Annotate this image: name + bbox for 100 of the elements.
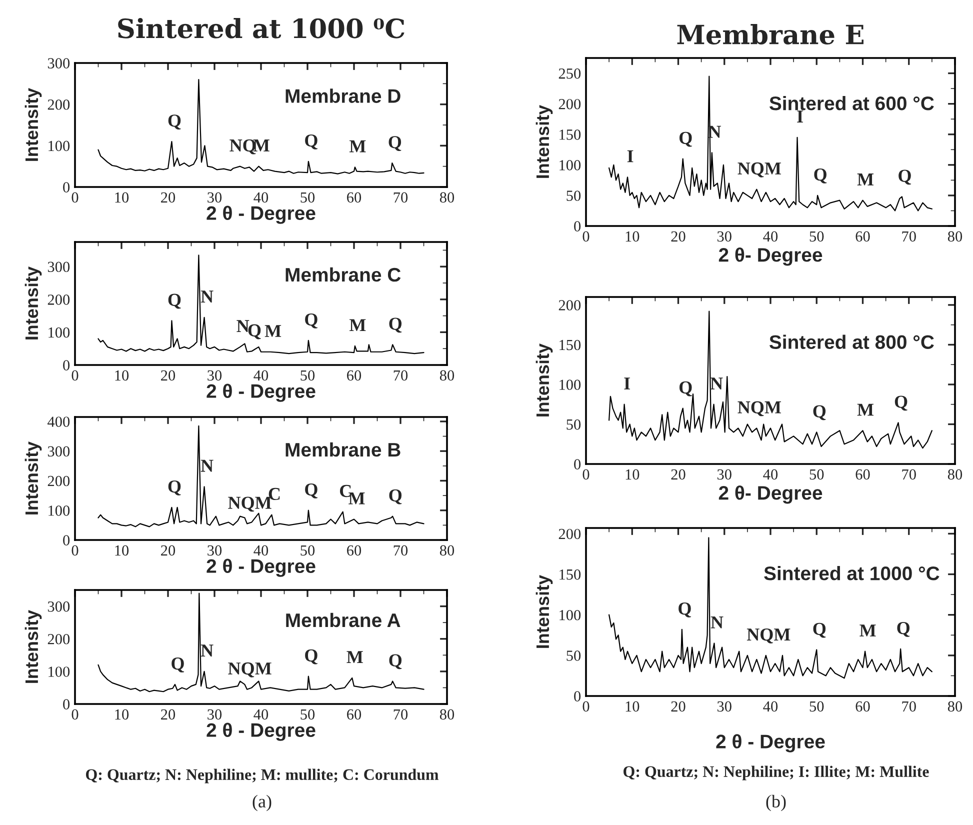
x-tick-label: 80 [440,545,454,556]
y-tick-label: 50 [566,650,581,661]
x-tick-label: 60 [856,701,870,712]
x-tick-label: 10 [115,192,129,203]
annotation: Q [813,405,826,420]
y-tick-label: 100 [560,380,581,390]
annotation: N [236,320,250,332]
x-tick-label: 50 [300,709,315,720]
x-tick-label: 10 [626,231,640,242]
y-tick-label: 0 [63,535,70,546]
chart-title: Sintered at 1000 ⁰C [118,18,404,38]
annotation: Sintered at 1000 °C [764,566,940,580]
annotation: N [710,616,724,628]
x-tick-label: 30 [717,701,732,712]
line-series [608,76,932,212]
text: (a) [252,794,272,812]
line-series [98,425,424,528]
annotation: Q [389,489,402,504]
x-tick-label: 40 [254,709,268,720]
x-axis-title: 2 θ - Degree [716,734,825,752]
x-tick-label: 10 [115,370,129,381]
x-tick-label: 10 [626,469,640,480]
x-tick-label: 50 [810,231,824,242]
y-tick-label: 50 [566,419,581,430]
x-tick-label: 70 [902,701,916,712]
annotation: Sintered at 800 °C [769,334,934,349]
x-tick-label: 80 [948,469,962,480]
annotation: M [349,140,366,152]
y-tick-label: 200 [48,476,70,486]
x-tick-label: 70 [394,192,408,203]
y-axis-title: Intensity [24,266,42,340]
x-tick-label: 20 [671,469,686,480]
x-tick-label: 80 [440,370,454,381]
y-tick-label: 400 [48,416,70,427]
annotation: C [340,484,351,498]
y-tick-label: 300 [48,601,70,612]
y-tick-label: 250 [558,68,581,79]
annotation: Q [305,134,318,150]
chart-title: Membrane E [677,24,864,44]
x-axis-title: 2 θ - Degree [206,384,316,402]
annotation: M [857,174,874,186]
x-tick-label: 20 [161,192,176,203]
x-tick-label: 10 [115,709,129,720]
annotation: N [200,460,214,472]
x-tick-label: 60 [856,231,870,242]
x-tick-label: 70 [902,231,916,242]
x-tick-label: 80 [440,192,454,203]
x-tick-label: 30 [208,545,222,556]
x-tick-label: 0 [582,469,590,480]
annotation: Q [898,170,911,185]
x-axis-title: 2 θ - Degree [206,206,316,224]
annotation: M [857,404,874,416]
y-tick-label: 100 [48,506,70,516]
y-tick-label: 200 [48,294,70,305]
annotation: Q [168,294,181,309]
annotation: Sintered at 600 °C [769,96,934,110]
text: Q: Quartz; N: Nephiline; M: mullite; C: Corundum [86,768,439,784]
y-tick-label: 150 [560,130,581,140]
annotation: Q [172,658,184,672]
annotation: Membrane C [286,267,401,282]
x-tick-label: 40 [763,469,778,480]
x-tick-label: 0 [72,545,78,556]
x-tick-label: 50 [810,701,824,712]
x-axis-title: 2 θ - Degree [206,558,316,577]
x-tick-label: 40 [254,370,268,381]
x-axis-title: 2 θ- Degree [718,247,822,266]
y-axis-title: Intensity [24,88,42,161]
x-tick-label: 80 [948,701,962,712]
y-tick-label: 300 [48,262,70,272]
y-tick-label: 0 [574,691,581,702]
annotation: Q [897,622,910,637]
y-tick-label: 100 [48,140,70,152]
text: (b) [766,794,786,812]
y-tick-label: 150 [560,340,581,350]
x-tick-label: 70 [394,709,408,720]
text: Q: Quartz; N: Nephiline; I: Illite; M: Mullite [624,766,929,780]
y-tick-label: 200 [48,634,70,644]
annotation: NQM [738,401,781,416]
x-tick-label: 20 [671,231,686,242]
x-tick-label: 20 [161,709,176,720]
y-tick-label: 300 [48,446,70,457]
annotation: M [348,492,365,504]
annotation: Q [678,602,691,618]
x-tick-label: 30 [717,469,732,480]
annotation: Q [305,649,318,664]
y-axis-title: Intensity [24,610,42,683]
y-tick-label: 200 [48,99,70,110]
x-tick-label: 30 [717,231,732,242]
annotation: Q [389,318,402,333]
y-tick-label: 0 [574,221,581,232]
annotation: Q [305,483,318,498]
x-tick-label: 50 [810,469,824,480]
annotation: Q [168,480,181,496]
x-tick-label: 50 [300,370,315,381]
annotation: Q [813,622,826,638]
annotation: NQM [228,662,272,678]
annotation: Q [305,313,318,328]
line-series [98,78,424,174]
y-tick-label: 200 [558,98,581,110]
annotation: I [797,110,803,122]
